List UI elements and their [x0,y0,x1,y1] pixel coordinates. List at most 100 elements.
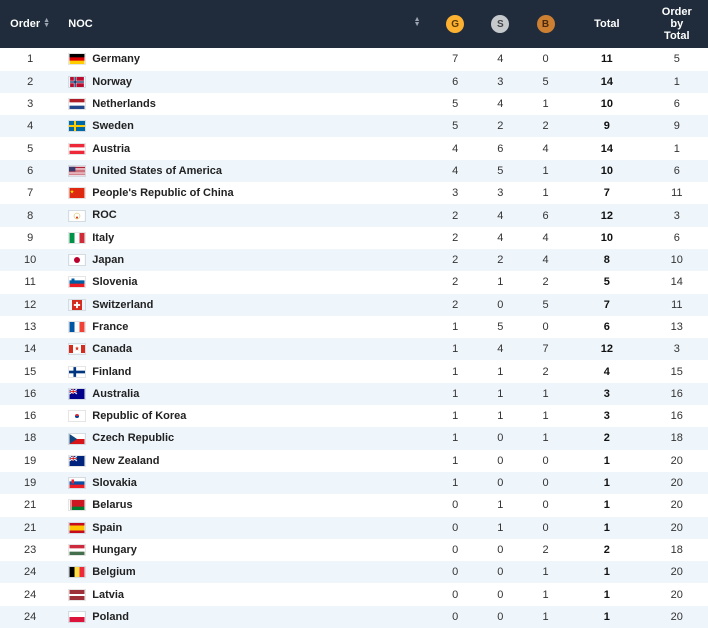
cell-silver: 4 [478,48,523,70]
table-row[interactable]: 19Slovakia100120 [0,472,708,494]
cell-order: 15 [0,360,60,382]
cell-order: 11 [0,271,60,293]
flag-icon [68,410,86,422]
table-row[interactable]: 24Belgium001120 [0,561,708,583]
col-obt-l3: Total [664,30,689,42]
col-order[interactable]: Order▲▼ [0,0,60,48]
cell-total: 2 [568,539,645,561]
table-row[interactable]: 18Czech Republic101218 [0,427,708,449]
cell-obt: 6 [646,227,708,249]
cell-country: United States of America [60,160,432,182]
col-bronze[interactable]: B [523,0,568,48]
country-name: Poland [92,611,129,623]
cell-obt: 9 [646,115,708,137]
country-name: New Zealand [92,455,159,467]
table-row[interactable]: 1Germany740115 [0,48,708,70]
flag-icon [68,611,86,623]
cell-total: 4 [568,360,645,382]
table-row[interactable]: 24Poland001120 [0,606,708,628]
table-row[interactable]: 16Australia111316 [0,383,708,405]
cell-total: 7 [568,294,645,316]
table-row[interactable]: 9Italy244106 [0,227,708,249]
flag-icon [68,566,86,578]
sort-icon: ▲▼ [414,18,421,28]
cell-bronze: 0 [523,316,568,338]
cell-bronze: 1 [523,405,568,427]
cell-total: 10 [568,227,645,249]
table-row[interactable]: 5Austria464141 [0,137,708,159]
cell-order: 21 [0,494,60,516]
flag-icon [68,544,86,556]
cell-total: 5 [568,271,645,293]
flag-icon [68,522,86,534]
flag-icon [68,98,86,110]
table-row[interactable]: 8ROC246123 [0,204,708,226]
col-noc[interactable]: NOC ▲▼ [60,0,432,48]
flag-icon [68,388,86,400]
cell-total: 1 [568,494,645,516]
table-row[interactable]: 15Finland112415 [0,360,708,382]
bronze-medal-icon: B [537,15,555,33]
cell-gold: 0 [433,561,478,583]
col-silver[interactable]: S [478,0,523,48]
flag-icon [68,321,86,333]
cell-gold: 6 [433,71,478,93]
cell-country: Australia [60,383,432,405]
country-name: ROC [92,210,116,222]
table-row[interactable]: 19New Zealand100120 [0,450,708,472]
country-name: Canada [92,343,132,355]
cell-silver: 4 [478,227,523,249]
country-name: Sweden [92,120,134,132]
table-row[interactable]: 21Belarus010120 [0,494,708,516]
table-row[interactable]: 14Canada147123 [0,338,708,360]
cell-gold: 0 [433,606,478,628]
cell-order: 21 [0,517,60,539]
table-row[interactable]: 3Netherlands541106 [0,93,708,115]
cell-silver: 1 [478,494,523,516]
cell-bronze: 2 [523,115,568,137]
country-name: Japan [92,254,124,266]
col-gold[interactable]: G [433,0,478,48]
cell-order: 2 [0,71,60,93]
table-row[interactable]: 24Latvia001120 [0,583,708,605]
country-name: Italy [92,232,114,244]
cell-bronze: 0 [523,494,568,516]
cell-gold: 2 [433,249,478,271]
table-row[interactable]: 16Republic of Korea111316 [0,405,708,427]
col-total[interactable]: Total [568,0,645,48]
table-row[interactable]: 7People's Republic of China331711 [0,182,708,204]
cell-total: 12 [568,338,645,360]
flag-icon [68,499,86,511]
flag-icon [68,343,86,355]
col-obt[interactable]: OrderbyTotal [646,0,708,48]
country-name: Slovakia [92,477,137,489]
table-row[interactable]: 21Spain010120 [0,517,708,539]
col-noc-label: NOC [68,18,92,30]
cell-order: 19 [0,472,60,494]
cell-country: Italy [60,227,432,249]
table-row[interactable]: 6United States of America451106 [0,160,708,182]
table-row[interactable]: 12Switzerland205711 [0,294,708,316]
cell-silver: 4 [478,204,523,226]
col-total-label: Total [594,18,619,30]
table-row[interactable]: 10Japan224810 [0,249,708,271]
cell-country: Republic of Korea [60,405,432,427]
cell-country: Austria [60,137,432,159]
table-row[interactable]: 4Sweden52299 [0,115,708,137]
table-row[interactable]: 23Hungary002218 [0,539,708,561]
cell-gold: 7 [433,48,478,70]
cell-country: France [60,316,432,338]
table-row[interactable]: 11Slovenia212514 [0,271,708,293]
cell-silver: 0 [478,539,523,561]
table-row[interactable]: 13France150613 [0,316,708,338]
flag-icon [68,589,86,601]
cell-obt: 16 [646,383,708,405]
cell-total: 1 [568,450,645,472]
cell-order: 18 [0,427,60,449]
country-name: Belgium [92,566,135,578]
cell-bronze: 4 [523,227,568,249]
silver-medal-icon: S [491,15,509,33]
table-row[interactable]: 2Norway635141 [0,71,708,93]
country-name: People's Republic of China [92,187,233,199]
cell-obt: 18 [646,539,708,561]
